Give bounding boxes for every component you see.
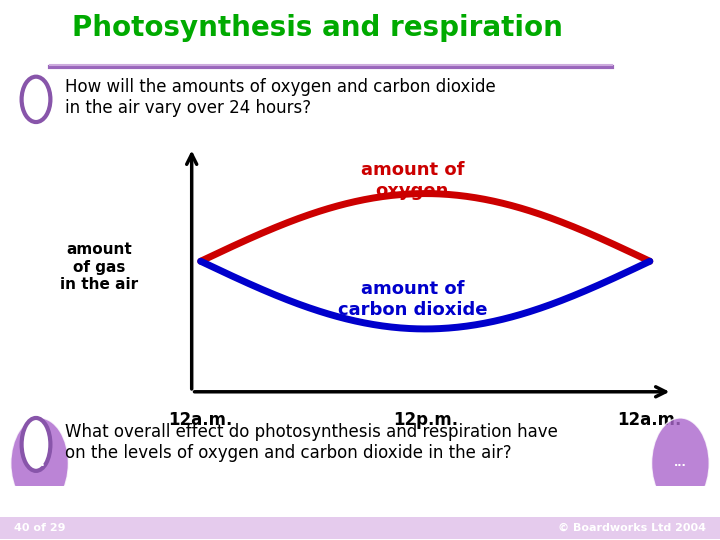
Text: amount of
carbon dioxide: amount of carbon dioxide xyxy=(338,280,487,319)
Ellipse shape xyxy=(652,418,709,509)
Text: amount
of gas
in the air: amount of gas in the air xyxy=(60,242,138,292)
Ellipse shape xyxy=(11,418,68,509)
Ellipse shape xyxy=(22,77,50,122)
Text: ...: ... xyxy=(33,458,46,468)
Text: 12a.m.: 12a.m. xyxy=(168,411,233,429)
Text: How will the amounts of oxygen and carbon dioxide
in the air vary over 24 hours?: How will the amounts of oxygen and carbo… xyxy=(65,78,495,117)
Text: amount of
oxygen: amount of oxygen xyxy=(361,161,464,199)
Text: Photosynthesis and respiration: Photosynthesis and respiration xyxy=(72,14,563,42)
Ellipse shape xyxy=(22,418,50,471)
Ellipse shape xyxy=(23,79,49,119)
Text: © Boardworks Ltd 2004: © Boardworks Ltd 2004 xyxy=(557,523,706,533)
Text: 12p.m.: 12p.m. xyxy=(392,411,458,429)
Text: 12a.m.: 12a.m. xyxy=(618,411,682,429)
Text: What overall effect do photosynthesis and respiration have
on the levels of oxyg: What overall effect do photosynthesis an… xyxy=(65,423,558,462)
Text: ...: ... xyxy=(674,458,687,468)
Ellipse shape xyxy=(22,418,50,471)
Text: 40 of 29: 40 of 29 xyxy=(14,523,66,533)
